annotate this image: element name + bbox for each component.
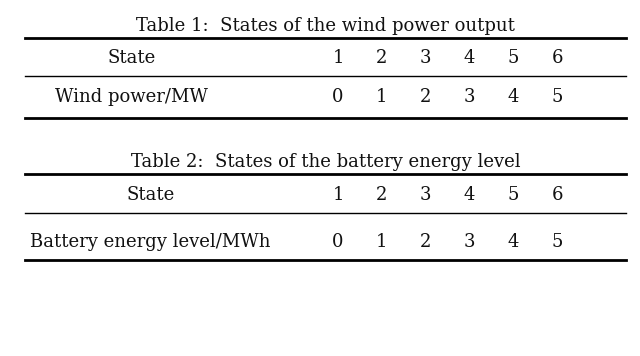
Text: Battery energy level/MWh: Battery energy level/MWh [30, 232, 271, 251]
Text: 6: 6 [552, 186, 563, 204]
Text: 5: 5 [508, 49, 519, 67]
Text: 4: 4 [464, 186, 476, 204]
Text: 3: 3 [464, 88, 476, 106]
Text: 5: 5 [552, 88, 563, 106]
Text: Table 2:  States of the battery energy level: Table 2: States of the battery energy le… [131, 153, 520, 171]
Text: 2: 2 [420, 88, 431, 106]
Text: 3: 3 [420, 186, 431, 204]
Text: State: State [126, 186, 174, 204]
Text: 2: 2 [420, 232, 431, 251]
Text: 3: 3 [464, 232, 476, 251]
Text: 2: 2 [376, 186, 388, 204]
Text: 4: 4 [464, 49, 476, 67]
Text: 5: 5 [552, 232, 563, 251]
Text: Table 1:  States of the wind power output: Table 1: States of the wind power output [136, 17, 515, 35]
Text: 0: 0 [332, 88, 344, 106]
Text: 6: 6 [552, 49, 563, 67]
Text: Wind power/MW: Wind power/MW [55, 88, 208, 106]
Text: 0: 0 [332, 232, 344, 251]
Text: 5: 5 [508, 186, 519, 204]
Text: 1: 1 [332, 49, 344, 67]
Text: 1: 1 [376, 88, 388, 106]
Text: 4: 4 [508, 88, 519, 106]
Text: State: State [108, 49, 156, 67]
Text: 4: 4 [508, 232, 519, 251]
Text: 3: 3 [420, 49, 431, 67]
Text: 1: 1 [376, 232, 388, 251]
Text: 2: 2 [376, 49, 388, 67]
Text: 1: 1 [332, 186, 344, 204]
